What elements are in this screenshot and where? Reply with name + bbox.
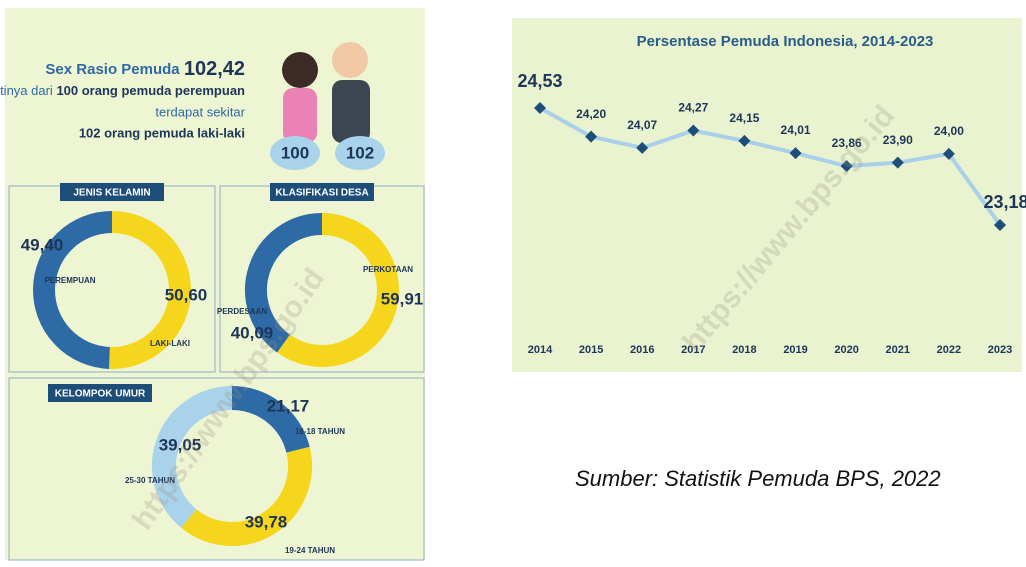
value-label: 39,78 <box>245 512 288 531</box>
panel-title: KELOMPOK UMUR <box>55 389 146 400</box>
panel-title: JENIS KELAMIN <box>73 188 150 199</box>
value-label: 24,53 <box>517 71 562 91</box>
marker <box>534 102 546 114</box>
x-tick-label: 2023 <box>988 344 1012 356</box>
marker <box>636 141 649 154</box>
value-label: 39,05 <box>159 435 202 454</box>
panel-tab <box>48 384 152 402</box>
donut-segment <box>181 446 312 546</box>
ratio-line4: 102 orang pemuda laki-laki <box>79 125 245 140</box>
x-tick-label: 2021 <box>886 344 910 356</box>
category-label: PERKOTAAN <box>363 265 413 274</box>
ratio-value: 102,42 <box>184 58 245 80</box>
value-label: 24,07 <box>627 118 657 132</box>
panel-tab <box>270 183 374 201</box>
x-tick-label: 2017 <box>681 344 705 356</box>
male-head <box>332 42 368 78</box>
chart-title: Persentase Pemuda Indonesia, 2014-2023 <box>637 33 934 50</box>
x-tick-label: 2020 <box>834 344 858 356</box>
male-body <box>332 80 370 143</box>
donut-segment <box>231 386 310 454</box>
right-panel <box>512 18 1022 372</box>
panel-title: KLASIFIKASI DESA <box>275 188 368 199</box>
value-label: 24,01 <box>781 123 811 137</box>
donut-segment <box>277 213 399 367</box>
badge-female-text: 100 <box>281 143 309 162</box>
value-label: 24,27 <box>678 101 708 115</box>
value-label: 49,40 <box>21 235 64 254</box>
value-label: 24,20 <box>576 107 606 121</box>
value-label: 23,90 <box>883 133 913 147</box>
category-label: LAKI-LAKI <box>150 339 190 348</box>
marker <box>994 219 1006 231</box>
marker <box>840 160 853 173</box>
value-label: 23,86 <box>832 136 862 150</box>
ratio-line: Sex Rasio Pemuda 102,42 <box>45 58 245 80</box>
category-label: 16-18 TAHUN <box>295 427 345 436</box>
ratio-label: Sex Rasio Pemuda <box>45 61 180 78</box>
category-label: PERDESAAN <box>217 307 267 316</box>
value-label: 59,91 <box>381 289 424 308</box>
value-label: 24,00 <box>934 124 964 138</box>
badge-female <box>270 136 320 170</box>
value-label: 50,60 <box>165 285 208 304</box>
donut-segment <box>109 211 191 369</box>
donut-segment <box>33 211 113 369</box>
marker <box>891 156 904 169</box>
ratio-lead: Artinya dari <box>0 83 53 98</box>
x-tick-label: 2014 <box>528 344 553 356</box>
ratio-line2: Artinya dari 100 orang pemuda perempuan <box>0 83 245 98</box>
category-label: PEREMPUAN <box>44 276 95 285</box>
marker <box>789 147 802 160</box>
x-tick-label: 2016 <box>630 344 654 356</box>
marker <box>942 147 955 160</box>
badge-male-text: 102 <box>346 143 374 162</box>
x-tick-label: 2018 <box>732 344 756 356</box>
x-tick-label: 2022 <box>937 344 961 356</box>
x-tick-label: 2015 <box>579 344 603 356</box>
female-body <box>283 88 317 143</box>
badge-male <box>335 136 385 170</box>
ratio-rest: 100 orang pemuda perempuan <box>56 83 245 98</box>
marker <box>738 134 751 147</box>
value-label: 21,17 <box>267 396 310 415</box>
category-label: 19-24 TAHUN <box>285 546 335 555</box>
donut-segment <box>245 213 323 353</box>
value-label: 40,09 <box>231 323 274 342</box>
value-label: 24,15 <box>729 111 759 125</box>
donut-segment <box>152 386 233 528</box>
panel-tab <box>60 183 164 201</box>
category-label: 25-30 TAHUN <box>125 476 175 485</box>
x-tick-label: 2019 <box>783 344 807 356</box>
source: Sumber: Statistik Pemuda BPS, 2022 <box>575 466 941 491</box>
line <box>539 106 1002 227</box>
female-head <box>282 52 318 88</box>
ratio-line3: terdapat sekitar <box>155 104 245 119</box>
marker <box>687 124 700 137</box>
marker <box>585 130 598 143</box>
value-label: 23,18 <box>983 192 1026 212</box>
